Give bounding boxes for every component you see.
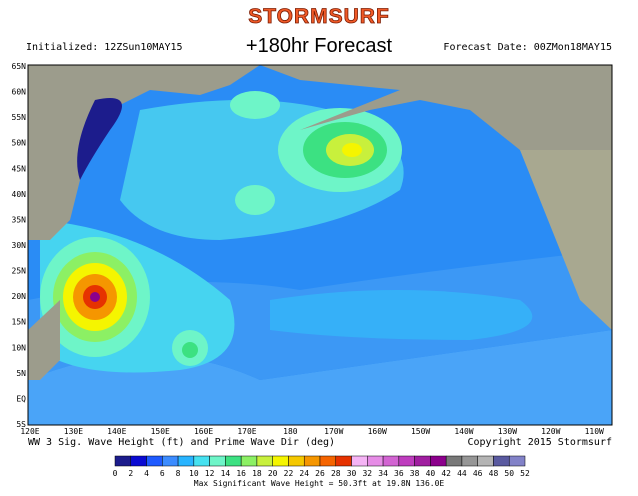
legend-swatch — [351, 455, 368, 467]
lat-label: 40N — [12, 190, 27, 199]
legend-label: 48 — [489, 469, 499, 478]
lat-label: 10N — [12, 343, 27, 352]
lon-label: 180 — [283, 427, 298, 436]
legend-swatch — [367, 455, 384, 467]
legend-swatch — [272, 455, 289, 467]
copyright: Copyright 2015 Stormsurf — [468, 437, 613, 448]
legend-swatch — [209, 455, 226, 467]
legend-label: 52 — [520, 469, 530, 478]
legend-swatch — [177, 455, 195, 467]
legend-swatch — [382, 455, 400, 467]
legend-label: 42 — [441, 469, 451, 478]
legend-swatch — [477, 455, 494, 467]
lon-label: 140E — [107, 427, 126, 436]
lon-label: 120E — [20, 427, 39, 436]
lon-label: 140W — [454, 427, 473, 436]
legend-label: 8 — [176, 469, 181, 478]
lat-label: 65N — [12, 62, 27, 71]
initialized: Initialized: 12ZSun10MAY15 — [26, 42, 183, 53]
map — [27, 64, 613, 426]
lon-labels: 120E 130E 140E 150E 160E 170E 180 170W 160W 150W 1… — [20, 427, 604, 436]
legend-swatch — [319, 455, 337, 467]
legend-label: 32 — [362, 469, 372, 478]
legend-swatch — [445, 455, 463, 467]
legend-label: 28 — [331, 469, 341, 478]
legend-label: 20 — [268, 469, 278, 478]
legend-label: 40 — [426, 469, 436, 478]
legend-swatch — [461, 455, 478, 467]
legend-label: 34 — [378, 469, 388, 478]
lon-label: 150E — [151, 427, 170, 436]
lon-label: 110W — [585, 427, 604, 436]
legend-swatch — [493, 455, 510, 467]
legend-swatch — [303, 455, 321, 467]
legend-label: 38 — [410, 469, 420, 478]
lat-label: 15N — [12, 318, 27, 327]
legend-label: 4 — [144, 469, 149, 478]
legend-swatch — [288, 455, 305, 467]
legend-label: 0 — [113, 469, 118, 478]
legend-swatch — [335, 455, 352, 467]
legend-swatch — [162, 455, 179, 467]
lat-label: EQ — [16, 394, 26, 403]
legend-swatch — [130, 455, 147, 467]
legend-label: 46 — [473, 469, 483, 478]
legend-label: 50 — [504, 469, 514, 478]
lat-label: 50N — [12, 139, 27, 148]
legend-swatch — [193, 455, 210, 467]
legend-label: 36 — [394, 469, 404, 478]
legend-label: 14 — [221, 469, 231, 478]
legend-label: 22 — [284, 469, 294, 478]
lat-label: 5N — [16, 369, 26, 378]
legend-swatch — [225, 455, 242, 467]
legend-label: 30 — [347, 469, 357, 478]
legend-label: 2 — [128, 469, 133, 478]
lon-label: 130W — [498, 427, 517, 436]
lat-label: 25N — [12, 267, 27, 276]
lat-label: 30N — [12, 241, 27, 250]
forecast-date: Forecast Date: 00ZMon18MAY15 — [443, 42, 612, 53]
legend-label: 26 — [315, 469, 325, 478]
legend-swatch — [146, 455, 163, 467]
lat-label: 45N — [12, 164, 27, 173]
legend-swatch — [256, 455, 273, 467]
legend-label: 24 — [299, 469, 309, 478]
caption: WW 3 Sig. Wave Height (ft) and Prime Wav… — [28, 437, 335, 448]
lat-labels: 65N 60N 55N 50N 45N 40N 35N 30N 25N 20N 15N 10N 5N EQ… — [12, 62, 27, 429]
lon-label: 150W — [411, 427, 430, 436]
legend-label: 16 — [236, 469, 246, 478]
color-legend: 0 2 4 6 8 10 12 14 16 18 20 22 24 26 28 30 32 34 36 38 40 42 4… — [113, 455, 530, 478]
lon-label: 170W — [324, 427, 343, 436]
max-note: Max Significant Wave Height = 50.3ft at … — [194, 479, 445, 488]
legend-label: 12 — [205, 469, 215, 478]
lon-label: 130E — [64, 427, 83, 436]
legend-label: 10 — [189, 469, 199, 478]
lat-label: 35N — [12, 215, 27, 224]
lon-label: 120W — [541, 427, 560, 436]
legend-swatch — [430, 455, 447, 467]
legend-label: 6 — [160, 469, 165, 478]
lon-label: 160E — [194, 427, 213, 436]
lon-label: 170E — [237, 427, 256, 436]
legend-label: 44 — [457, 469, 467, 478]
lat-label: 60N — [12, 88, 27, 97]
legend-swatch — [398, 455, 415, 467]
logo: STORMSURF — [248, 5, 390, 28]
title: +180hr Forecast — [246, 35, 393, 57]
legend-swatch — [414, 455, 431, 467]
legend-swatch — [114, 455, 132, 467]
legend-label: 18 — [252, 469, 262, 478]
legend-swatch — [508, 455, 526, 467]
legend-swatch — [240, 455, 258, 467]
lon-label: 160W — [368, 427, 387, 436]
lat-label: 20N — [12, 292, 27, 301]
lat-label: 55N — [12, 113, 27, 122]
lat-label: 5S — [16, 420, 26, 429]
